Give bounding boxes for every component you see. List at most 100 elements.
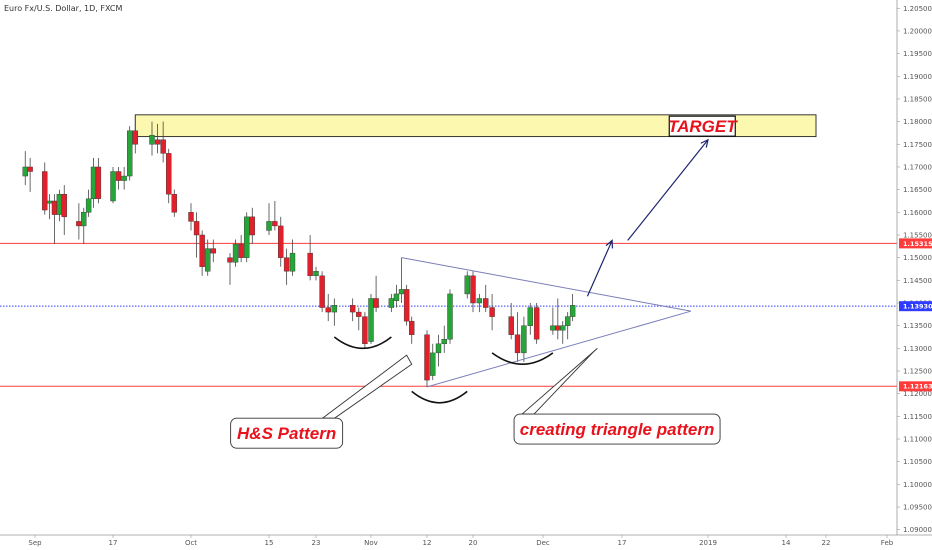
hs-curve-0 xyxy=(333,336,392,350)
x-tick-label-7: 20 xyxy=(469,539,478,547)
candle-body-30 xyxy=(244,216,250,258)
x-tick-label-2: Oct xyxy=(185,539,197,547)
arrow-head-1 xyxy=(700,138,709,148)
candle-body-62 xyxy=(508,316,514,335)
price-badge-bg-0 xyxy=(899,238,932,249)
x-tick-label-12: 22 xyxy=(822,539,831,547)
candle-body-31 xyxy=(249,216,255,236)
y-tick-label-3: 1.19000 xyxy=(903,73,932,81)
candle-body-49 xyxy=(398,289,405,295)
candle-body-42 xyxy=(349,305,356,313)
candle-body-18 xyxy=(154,139,161,145)
candle-body-70 xyxy=(564,316,571,326)
x-tick-label-10: 2019 xyxy=(699,539,717,547)
candle-body-0 xyxy=(22,166,28,177)
price-badge-bg-1 xyxy=(899,301,932,312)
y-tick-label-17: 1.12000 xyxy=(903,390,932,398)
hs-callout-box xyxy=(230,417,344,449)
candle-body-22 xyxy=(188,212,194,222)
y-tick-label-21: 1.10000 xyxy=(903,481,932,489)
candle-body-50 xyxy=(403,289,410,322)
candle-body-19 xyxy=(160,139,166,154)
candle-body-51 xyxy=(409,320,415,335)
arrow-shaft-1 xyxy=(627,139,709,241)
y-tick-label-18: 1.11500 xyxy=(903,413,932,421)
y-tick-label-1: 1.20000 xyxy=(903,27,932,35)
y-tick-label-16: 1.12500 xyxy=(903,368,932,376)
candle-body-16 xyxy=(132,130,138,145)
x-tick-label-11: 14 xyxy=(782,539,791,547)
candle-body-68 xyxy=(555,325,561,331)
candle-body-63 xyxy=(514,334,521,354)
x-tick-label-1: 17 xyxy=(109,539,118,547)
x-tick-label-3: 15 xyxy=(265,539,274,547)
y-tick-label-5: 1.18000 xyxy=(903,118,932,126)
y-tick-label-22: 1.09500 xyxy=(903,504,932,512)
y-tick-label-19: 1.11000 xyxy=(903,436,932,444)
candle-body-4 xyxy=(51,200,58,215)
candle-body-69 xyxy=(560,325,566,331)
candle-body-44 xyxy=(362,316,368,345)
candle-body-26 xyxy=(210,248,216,254)
candle-body-52 xyxy=(424,334,430,381)
candle-body-13 xyxy=(115,171,122,181)
x-tick-label-9: 17 xyxy=(618,539,627,547)
arrow-head-0 xyxy=(605,239,613,249)
triangle-callout-text: creating triangle pattern xyxy=(520,420,715,439)
candle-body-48 xyxy=(393,293,400,301)
drawings-layer xyxy=(333,138,709,404)
target-callout-box xyxy=(668,115,736,137)
candle-body-23 xyxy=(193,221,200,236)
x-tick-label-13: Feb xyxy=(881,539,894,547)
y-tick-label-12: 1.14500 xyxy=(903,277,932,285)
price-badges: 1.15315 1.13930 1.12163 xyxy=(899,238,932,392)
y-tick-label-4: 1.18500 xyxy=(903,95,932,103)
candle-body-35 xyxy=(283,257,290,272)
candle-body-1 xyxy=(27,166,33,172)
price-axis-labels: 1.20500 1.20000 1.19500 1.19000 1.18500 1.180… xyxy=(897,5,932,534)
hs-callout-text: H&S Pattern xyxy=(237,424,336,443)
candle-body-37 xyxy=(307,252,313,277)
candle-body-64 xyxy=(521,325,527,354)
candle-body-65 xyxy=(527,307,533,326)
candle-body-24 xyxy=(199,234,205,267)
hs-curve-1 xyxy=(411,390,468,404)
candle-body-5 xyxy=(56,193,63,215)
candle-body-53 xyxy=(430,352,436,376)
x-tick-label-6: 12 xyxy=(423,539,432,547)
x-tick-label-8: Dec xyxy=(536,539,550,547)
candle-body-54 xyxy=(435,343,442,354)
candle-body-11 xyxy=(95,166,102,199)
candle-body-60 xyxy=(483,298,489,308)
candle-body-8 xyxy=(81,212,87,227)
candle-body-27 xyxy=(227,257,233,263)
y-tick-label-11: 1.15000 xyxy=(903,254,932,262)
candle-body-59 xyxy=(476,298,483,304)
candle-body-21 xyxy=(171,193,177,213)
candle-body-34 xyxy=(278,225,284,258)
y-tick-label-0: 1.20500 xyxy=(903,5,932,13)
y-tick-label-15: 1.13000 xyxy=(903,345,932,353)
triangle-callout-box xyxy=(513,413,721,445)
candle-body-61 xyxy=(489,307,495,317)
candle-body-25 xyxy=(205,248,211,272)
price-badge-label-2: 1.12163 xyxy=(903,383,932,391)
candle-body-12 xyxy=(110,171,116,202)
triangle-lower-line xyxy=(426,310,691,388)
time-axis-labels: Sep 17 Oct 15 23 Nov 12 20 Dec 17 2019 14 22 Feb xyxy=(28,535,894,547)
candle-body-45 xyxy=(368,298,374,342)
candle-body-55 xyxy=(441,339,447,345)
arrow-shaft-0 xyxy=(586,240,613,297)
candle-body-29 xyxy=(238,243,244,258)
candle-body-66 xyxy=(533,307,540,340)
hs-curve-2 xyxy=(491,352,554,365)
x-tick-label-5: Nov xyxy=(364,539,378,547)
y-tick-label-14: 1.13500 xyxy=(903,322,932,330)
chart-title: Euro Fx/U.S. Dollar, 1D, FXCM xyxy=(4,4,122,13)
y-tick-label-9: 1.16000 xyxy=(903,209,932,217)
x-tick-label-0: Sep xyxy=(28,539,42,547)
candle-body-41 xyxy=(331,305,338,313)
y-tick-label-20: 1.10500 xyxy=(903,458,932,466)
